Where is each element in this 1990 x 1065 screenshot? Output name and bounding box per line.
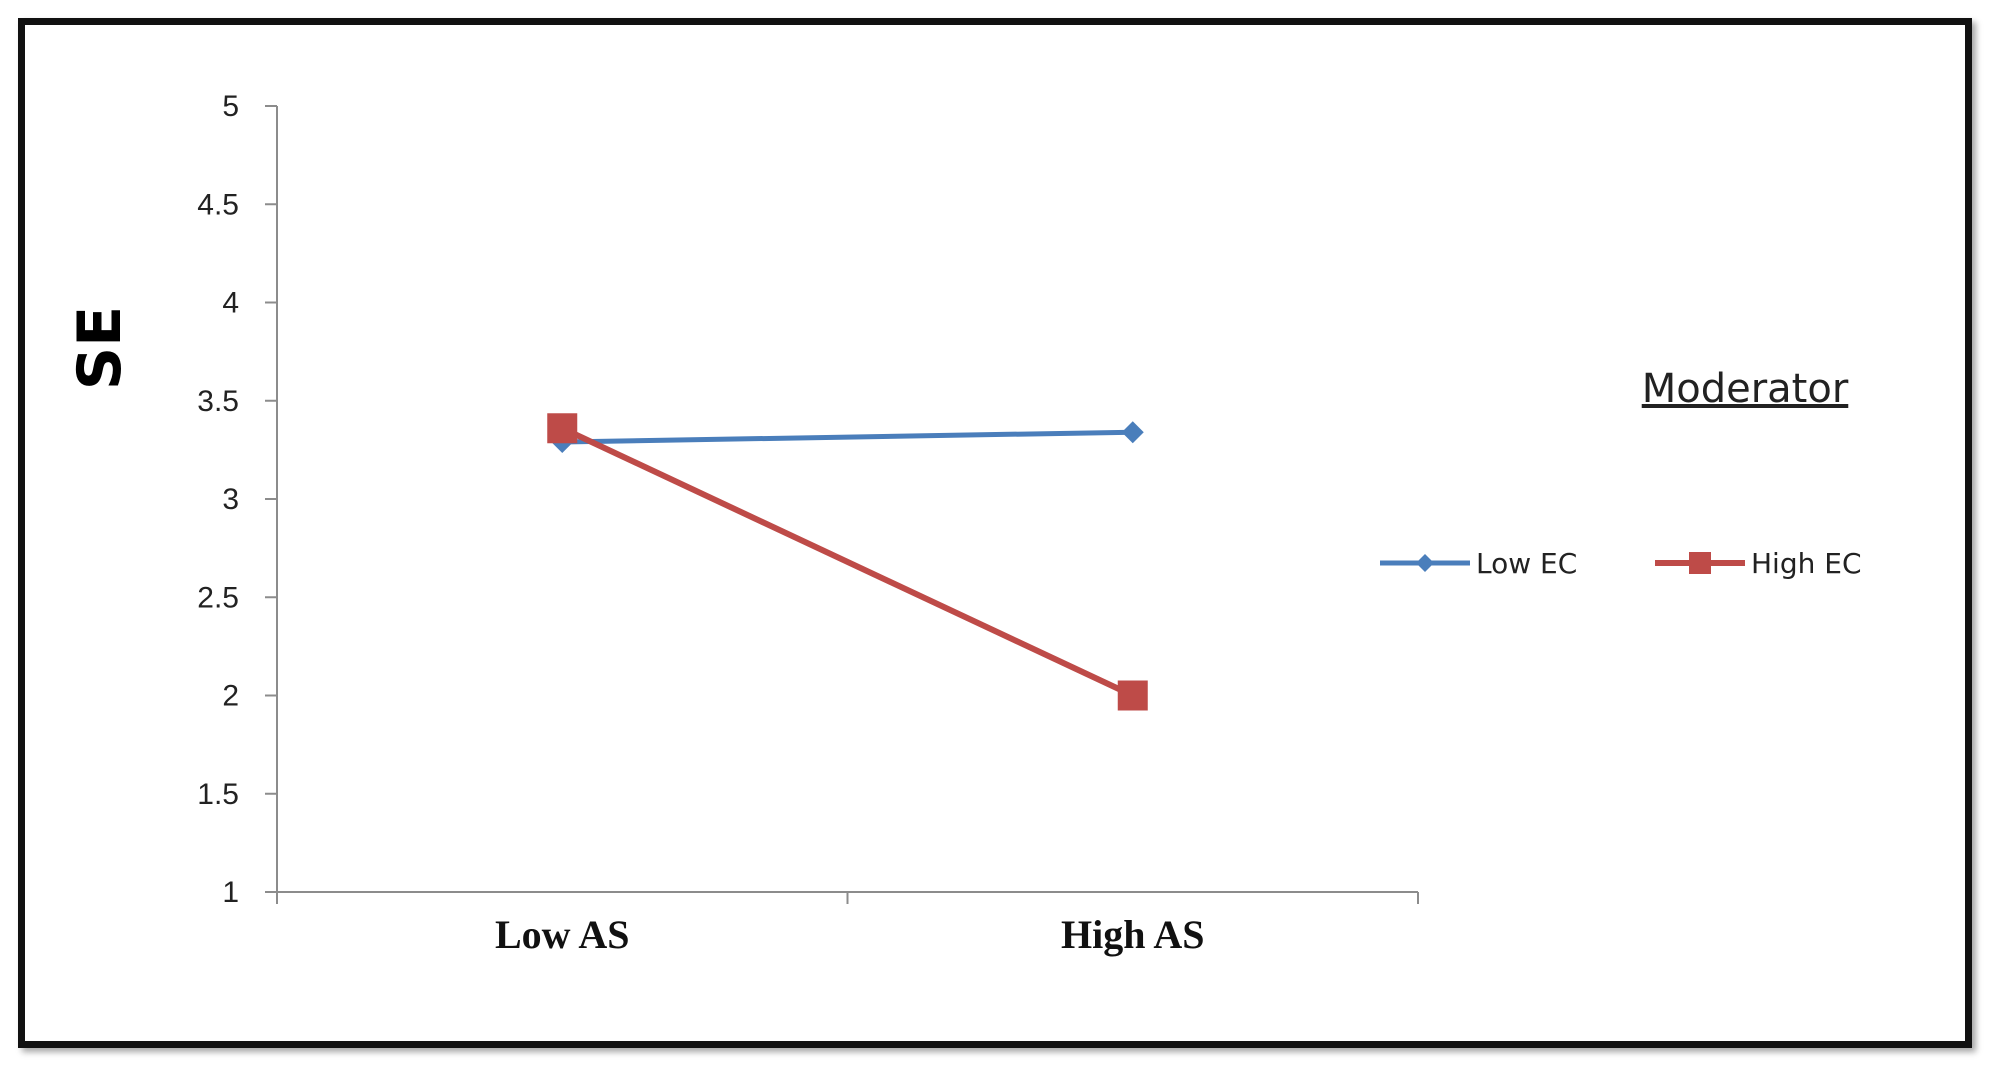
y-tick-label: 5	[222, 90, 239, 123]
data-point-square	[547, 413, 578, 444]
legend-label-0: Low EC	[1476, 547, 1577, 580]
data-point-square	[1117, 680, 1148, 711]
y-tick-label: 2	[222, 680, 239, 713]
axes	[265, 105, 1419, 904]
x-category-labels: Low AS High AS	[495, 912, 1204, 957]
y-tick-labels: 1 1.5 2 2.5 3 3.5 4 4.5 5	[197, 90, 239, 909]
series-line-1	[560, 425, 1135, 699]
y-tick-label: 4.5	[197, 188, 239, 221]
legend-marker-diamond	[1416, 554, 1434, 572]
legend: Moderator Low EC High EC	[1380, 366, 1862, 580]
x-category-label: High AS	[1061, 912, 1204, 957]
legend-label-1: High EC	[1751, 547, 1862, 580]
series-lines	[560, 425, 1135, 699]
series-line-0	[562, 429, 1133, 445]
y-tick-label: 2.5	[197, 581, 239, 614]
y-tick-label: 1	[222, 876, 239, 909]
y-tick-label: 3	[222, 483, 239, 516]
data-point-diamond	[1121, 421, 1144, 444]
y-tick-label: 3.5	[197, 385, 239, 418]
legend-marker-square	[1689, 552, 1711, 574]
series-markers	[547, 413, 1148, 711]
chart-frame	[18, 18, 1972, 1048]
legend-title: Moderator	[1642, 366, 1849, 412]
y-axis-label: SE	[65, 306, 135, 390]
y-tick-label: 4	[222, 287, 239, 320]
y-tick-label: 1.5	[197, 778, 239, 811]
x-category-label: Low AS	[495, 912, 630, 957]
